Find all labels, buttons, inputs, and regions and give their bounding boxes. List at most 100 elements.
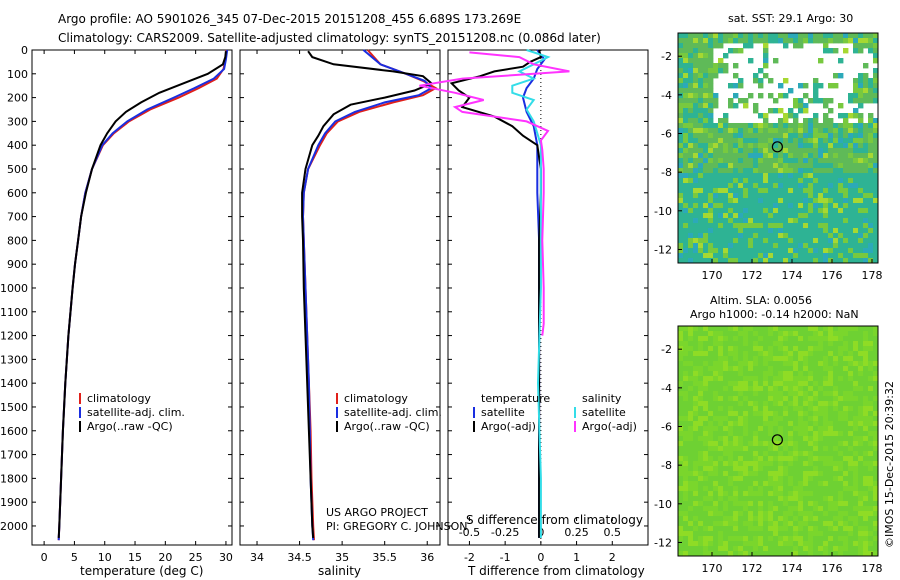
map-cell (813, 223, 819, 229)
depth-tick-label: 1500 (0, 401, 28, 414)
map-cell (728, 123, 734, 129)
map-cell (693, 511, 699, 517)
x-tick-label-s: -0.5 (459, 526, 480, 539)
map-cell (728, 183, 734, 189)
map-cell (688, 253, 694, 259)
map-cell (798, 521, 804, 527)
map-cell (843, 223, 849, 229)
map-cell (678, 326, 684, 332)
map-cell (783, 501, 789, 507)
map-cell (798, 168, 804, 174)
map-cell (683, 456, 689, 462)
map-cell (838, 113, 844, 119)
map-cell (793, 351, 799, 357)
map-cell (778, 138, 784, 144)
map-cell (823, 198, 829, 204)
map-cell (763, 346, 769, 352)
map-cell (788, 491, 794, 497)
map-cell (693, 153, 699, 159)
map-cell (798, 178, 804, 184)
map-cell (703, 158, 709, 164)
map-cell (733, 506, 739, 512)
map-cell (798, 446, 804, 452)
map-cell (708, 158, 714, 164)
map-cell (873, 501, 879, 507)
map-cell (703, 391, 709, 397)
map-cell (698, 446, 704, 452)
map-cell (688, 471, 694, 477)
map-x-tick-label: 174 (782, 562, 803, 575)
map-cell (743, 481, 749, 487)
map-cell (873, 511, 879, 517)
map-cell (843, 541, 849, 547)
map-cell (718, 218, 724, 224)
map-cell (763, 243, 769, 249)
map-cell (868, 341, 874, 347)
map-cell (723, 506, 729, 512)
map-cell (713, 511, 719, 517)
map-cell (858, 526, 864, 532)
map-cell (723, 228, 729, 234)
map-cell (713, 198, 719, 204)
map-cell (743, 516, 749, 522)
map-cell (803, 118, 809, 124)
map-cell (708, 356, 714, 362)
map-cell (693, 93, 699, 99)
map-cell (743, 173, 749, 179)
map-cell (868, 48, 874, 54)
map-cell (728, 406, 734, 412)
map-cell (743, 356, 749, 362)
map-cell (793, 386, 799, 392)
map-cell (848, 33, 854, 39)
map-cell (773, 476, 779, 482)
map-cell (723, 173, 729, 179)
map-cell (688, 541, 694, 547)
map-cell (778, 491, 784, 497)
map-cell (848, 366, 854, 372)
map-cell (808, 258, 814, 264)
map-cell (838, 253, 844, 259)
map-cell (853, 208, 859, 214)
map-cell (848, 346, 854, 352)
map-cell (688, 158, 694, 164)
map-cell (788, 208, 794, 214)
map-cell (868, 426, 874, 432)
map-cell (853, 198, 859, 204)
map-cell (848, 331, 854, 337)
map-cell (788, 148, 794, 154)
map-cell (788, 421, 794, 427)
map-cell (683, 213, 689, 219)
map-cell (788, 213, 794, 219)
map-cell (718, 128, 724, 134)
map-cell (868, 248, 874, 254)
x-tick-label-s: -0.25 (491, 526, 519, 539)
map-cell (818, 83, 824, 89)
map-cell (733, 48, 739, 54)
map-cell (778, 253, 784, 259)
map-cell (858, 128, 864, 134)
map-cell (803, 361, 809, 367)
map-cell (833, 163, 839, 169)
map-cell (743, 406, 749, 412)
map-cell (798, 416, 804, 422)
map-cell (738, 233, 744, 239)
map-cell (698, 48, 704, 54)
x-tick-label-s: 0.5 (604, 526, 622, 539)
map-cell (723, 53, 729, 59)
map-cell (818, 416, 824, 422)
map-cell (718, 416, 724, 422)
map-cell (868, 253, 874, 259)
map-cell (833, 243, 839, 249)
map-cell (723, 396, 729, 402)
map-cell (683, 496, 689, 502)
map-cell (693, 178, 699, 184)
map-cell (773, 531, 779, 537)
map-cell (838, 496, 844, 502)
map-cell (748, 411, 754, 417)
map-cell (693, 446, 699, 452)
map-cell (783, 253, 789, 259)
map-cell (863, 531, 869, 537)
map-cell (703, 128, 709, 134)
map-cell (833, 416, 839, 422)
map-cell (873, 88, 879, 94)
